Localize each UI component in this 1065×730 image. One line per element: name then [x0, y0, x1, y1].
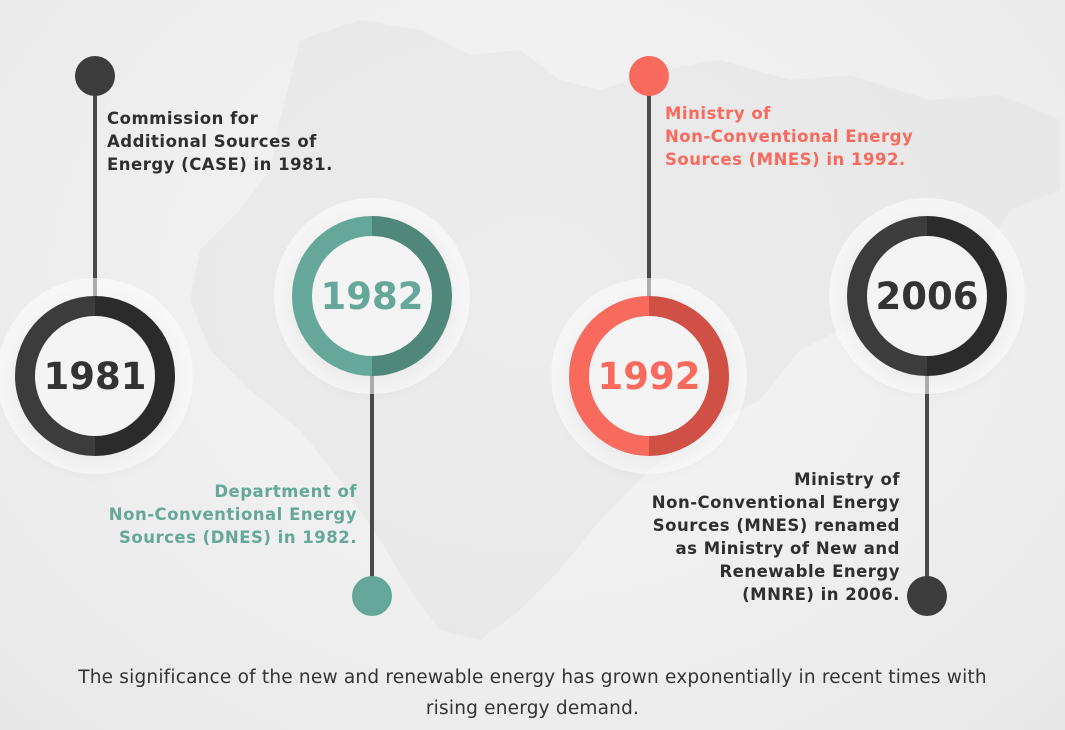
milestone-1981-stem [93, 76, 97, 302]
milestone-2006-dot [907, 576, 947, 616]
milestone-1981-label: Commission for Additional Sources of Ene… [107, 109, 333, 174]
milestone-1982-ring: 1982 [292, 216, 452, 376]
milestone-1981-ring: 1981 [15, 296, 175, 456]
milestone-1981-dot [75, 56, 115, 96]
milestone-1992-stem [647, 76, 651, 302]
milestone-2006-label: Ministry of Non-Conventional Energy Sour… [651, 470, 900, 604]
milestone-1992-dot [629, 56, 669, 96]
milestone-1992-ring: 1992 [569, 296, 729, 456]
milestone-1992-label: Ministry of Non-Conventional Energy Sour… [665, 104, 914, 169]
milestone-2006-ring: 2006 [847, 216, 1007, 376]
milestone-1981-year: 1981 [35, 316, 155, 436]
milestone-1982-year: 1982 [312, 236, 432, 356]
milestone-1992-year: 1992 [589, 316, 709, 436]
milestone-2006-stem [925, 372, 929, 598]
milestone-1982-dot [352, 576, 392, 616]
milestone-1982-stem [370, 372, 374, 598]
caption-text: The significance of the new and renewabl… [78, 667, 987, 719]
milestone-1982-label: Department of Non-Conventional Energy So… [108, 482, 357, 547]
milestone-2006-year: 2006 [867, 236, 987, 356]
